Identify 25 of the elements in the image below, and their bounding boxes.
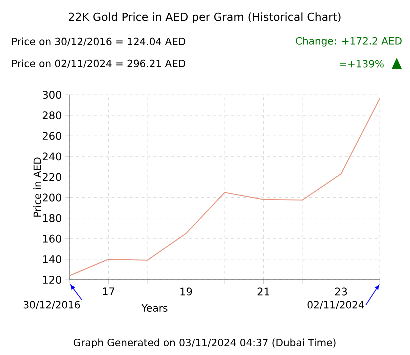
y-tick-label: 260 [42, 132, 62, 140]
y-tick-label: 160 [43, 234, 62, 243]
x-tick-label: 21 [258, 288, 270, 296]
text: 02/11/2024 [308, 301, 364, 310]
y-tick-label: 300 [42, 91, 62, 99]
y-tick-label: 120 [43, 276, 62, 284]
text: =+139% [340, 60, 384, 68]
text: Change: +172.2 AED [296, 37, 402, 47]
chart-title: 22K Gold Price in AED per Gram (Historical Chart) [69, 12, 341, 24]
x-tick-label: 17 [103, 288, 115, 296]
y-tick-label: 220 [42, 173, 62, 182]
y-axis-title: Price in AED [34, 158, 42, 217]
y-tick-label: 180 [43, 214, 62, 222]
text: Price on 30/12/2016 = 124.04 AED [12, 38, 186, 46]
y-tick-label: 280 [42, 112, 62, 120]
x-axis-title: Years [142, 304, 168, 312]
x-tick-label: 23 [335, 288, 348, 296]
y-tick-label: 200 [42, 194, 62, 202]
y-tick-label: 140 [43, 255, 62, 264]
text: 30/12/2016 [24, 301, 80, 310]
x-tick-label: 19 [180, 288, 192, 296]
text: Graph Generated on 03/11/2024 04:37 (Dubai Time) [74, 338, 336, 348]
line-series [70, 98, 380, 276]
y-tick-label: 240 [42, 152, 62, 161]
text: Price on 02/11/2024 = 296.21 AED [12, 60, 186, 68]
